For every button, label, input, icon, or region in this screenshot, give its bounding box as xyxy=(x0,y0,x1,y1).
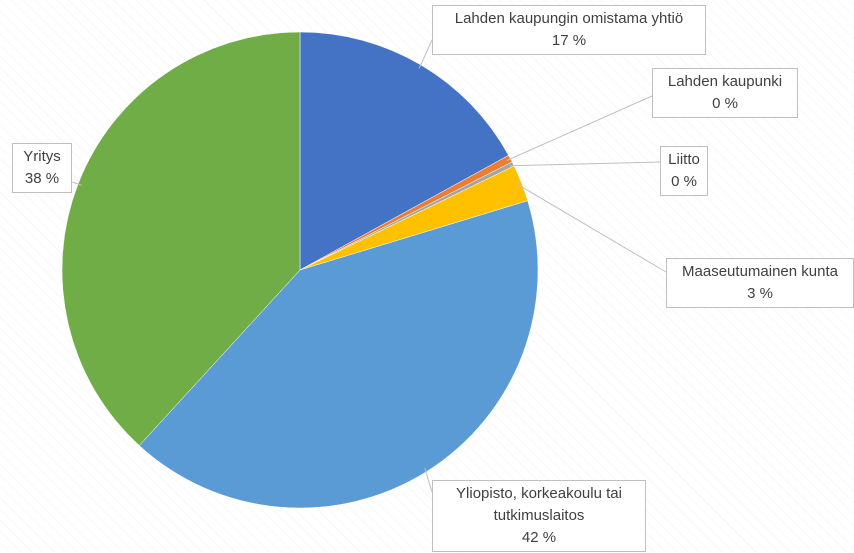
label-value: 42 % xyxy=(521,529,557,546)
leader-line xyxy=(509,161,661,167)
data-label: Lahden kaupunki 0 % xyxy=(652,68,798,118)
label-value: 3 % xyxy=(747,285,773,302)
label-name: Yritys xyxy=(23,148,61,165)
data-label: Yritys 38 % xyxy=(12,143,72,193)
label-value: 0 % xyxy=(712,95,738,112)
label-name: Maaseutumainen kunta xyxy=(682,263,838,280)
data-label: Maaseutumainen kunta 3 % xyxy=(666,258,854,308)
label-value: 38 % xyxy=(24,170,60,187)
label-name: Yliopisto, korkeakoulu tai tutkimuslaito… xyxy=(456,485,622,524)
leader-line xyxy=(506,95,653,161)
pie-slice xyxy=(138,200,539,509)
label-value: 0 % xyxy=(671,173,697,190)
leader-line xyxy=(424,467,433,493)
leader-line xyxy=(517,184,667,273)
leader-line xyxy=(71,181,83,186)
label-name: Lahden kaupungin omistama yhtiö xyxy=(454,10,684,27)
label-name: Liitto xyxy=(668,151,700,168)
label-name: Lahden kaupunki xyxy=(667,73,783,90)
data-label: Liitto 0 % xyxy=(660,146,708,196)
label-value: 17 % xyxy=(551,32,587,49)
data-label: Yliopisto, korkeakoulu tai tutkimuslaito… xyxy=(432,480,646,552)
leader-line xyxy=(418,39,433,69)
data-label: Lahden kaupungin omistama yhtiö 17 % xyxy=(432,5,706,55)
